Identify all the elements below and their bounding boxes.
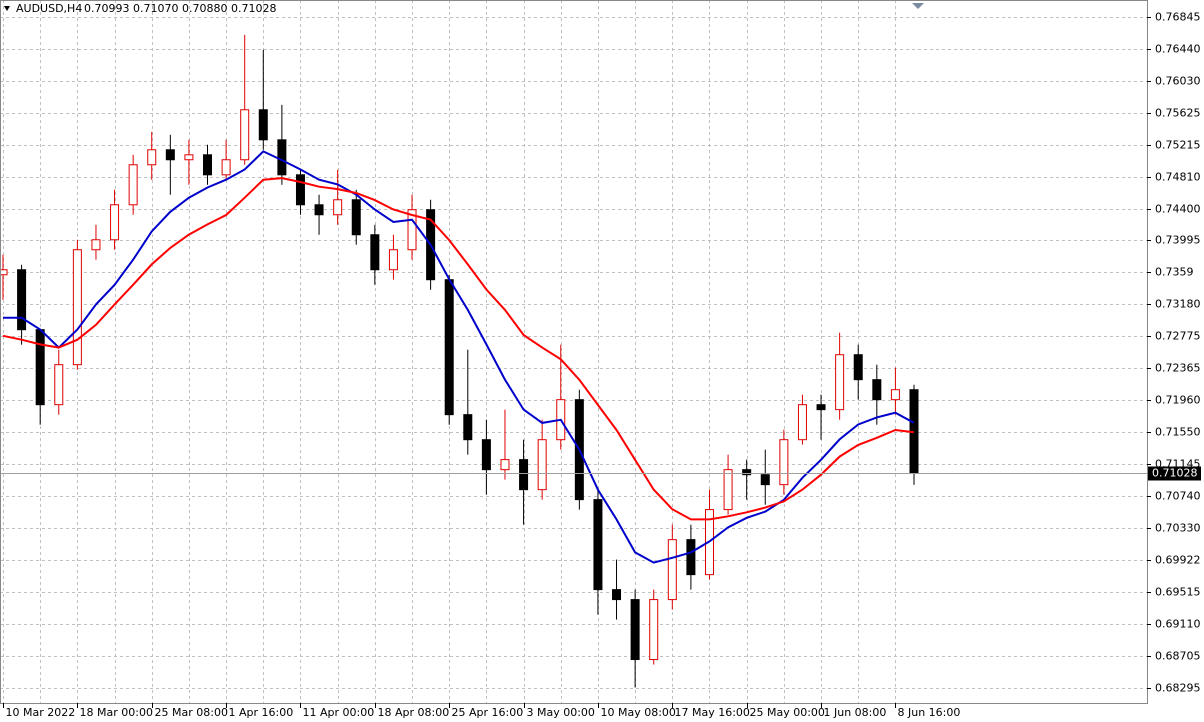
grid [0,0,1147,703]
candle-body [649,599,659,661]
x-tick-label: 18 Apr 08:00 [378,706,450,719]
y-tick-label: 0.7359 [1155,266,1194,279]
candle-body [723,469,733,511]
quote-high: 0.71070 [133,2,179,15]
y-tick-label: 0.74810 [1155,171,1201,184]
y-tick-label: 0.75625 [1155,107,1201,120]
y-tick-label: 0.74400 [1155,203,1201,216]
candle-body [147,149,157,166]
candle-body [630,599,640,661]
candle-body [295,174,305,206]
y-tick-label: 0.76440 [1155,43,1201,56]
x-tick-label: 11 Apr 00:00 [303,706,375,719]
x-tick-label: 25 Mar 08:00 [155,706,228,719]
candle-body [481,439,491,471]
x-tick-label: 17 May 16:00 [675,706,750,719]
candle-body [760,474,770,486]
y-tick-label: 0.76845 [1155,11,1201,24]
y-tick-label: 0.72365 [1155,362,1201,375]
candle-body [72,249,82,366]
y-tick-label: 0.73180 [1155,298,1201,311]
candle-body [872,379,882,401]
plot [0,34,1147,688]
moving-average-line [3,150,915,564]
candle-body [612,589,622,601]
candle-body [17,269,27,331]
candle-body [742,469,752,476]
candle-body [54,364,64,406]
candle-body [203,154,213,176]
shift-marker[interactable] [912,3,924,9]
x-tick-label: 25 Apr 16:00 [452,706,524,719]
candle-body [388,249,398,271]
candle-body [351,199,361,236]
quote-close: 0.71028 [231,2,277,15]
x-tick-label: 10 Mar 2022 [6,706,76,719]
menu-arrow[interactable] [4,6,10,11]
candle-body [890,389,900,401]
candle-body [221,159,231,176]
candle-body [463,414,473,441]
y-tick-label: 0.69110 [1155,618,1201,631]
y-tick-label: 0.70740 [1155,490,1201,503]
candle-body [110,204,120,241]
candle-body [593,499,603,591]
y-tick-label: 0.69515 [1155,586,1201,599]
plot-frame [0,0,1148,704]
candle-body [333,199,343,216]
y-tick-label: 0.72775 [1155,330,1201,343]
y-tick-label: 0.76030 [1155,75,1201,88]
candle-body [835,354,845,411]
candle-body [277,139,287,176]
x-tick-label: 1 Jun 08:00 [824,706,887,719]
x-tick-label: 25 May 00:00 [750,706,825,719]
candle-body [91,239,101,251]
quote-low: 0.70880 [182,2,228,15]
y-tick-label: 0.69922 [1155,554,1201,567]
y-tick-label: 0.68705 [1155,650,1201,663]
moving-average-line [2,177,915,521]
candle-body [667,539,677,601]
y-tick-label: 0.71550 [1155,426,1201,439]
candle-body [128,164,138,206]
y-tick-label: 0.73995 [1155,234,1201,247]
x-tick-label: 8 Jun 16:00 [898,706,961,719]
y-tick-label: 0.71960 [1155,394,1201,407]
candle-body [500,459,510,471]
candle-body [779,439,789,486]
y-tick-label: 0.75215 [1155,139,1201,152]
candle-body [444,279,454,416]
candle-body [797,404,807,441]
candle-body [0,269,8,276]
current-price-label: 0.71028 [1152,467,1198,480]
candle-body [537,439,547,491]
candle-body [407,209,417,251]
candle-body [519,459,529,491]
candle-body [816,404,826,411]
candle-body [370,234,380,271]
y-tick-label: 0.68295 [1155,682,1201,695]
x-tick-label: 1 Apr 16:00 [229,706,294,719]
candle-body [165,149,175,161]
x-tick-label: 10 May 08:00 [601,706,676,719]
x-tick-label: 18 Mar 00:00 [80,706,153,719]
quote-open: 0.70993 [84,2,130,15]
candle-body [258,109,268,141]
candle-body [240,109,250,161]
chart-symbol: AUDUSD,H4 [16,2,82,15]
current-price-box [1148,466,1201,481]
candle-body [686,539,696,576]
y-tick-label: 0.70330 [1155,522,1201,535]
candle-body [35,329,45,406]
candle-body [184,154,194,161]
candle-body [853,354,863,381]
candle-body [314,204,324,216]
x-tick-label: 3 May 00:00 [527,706,595,719]
